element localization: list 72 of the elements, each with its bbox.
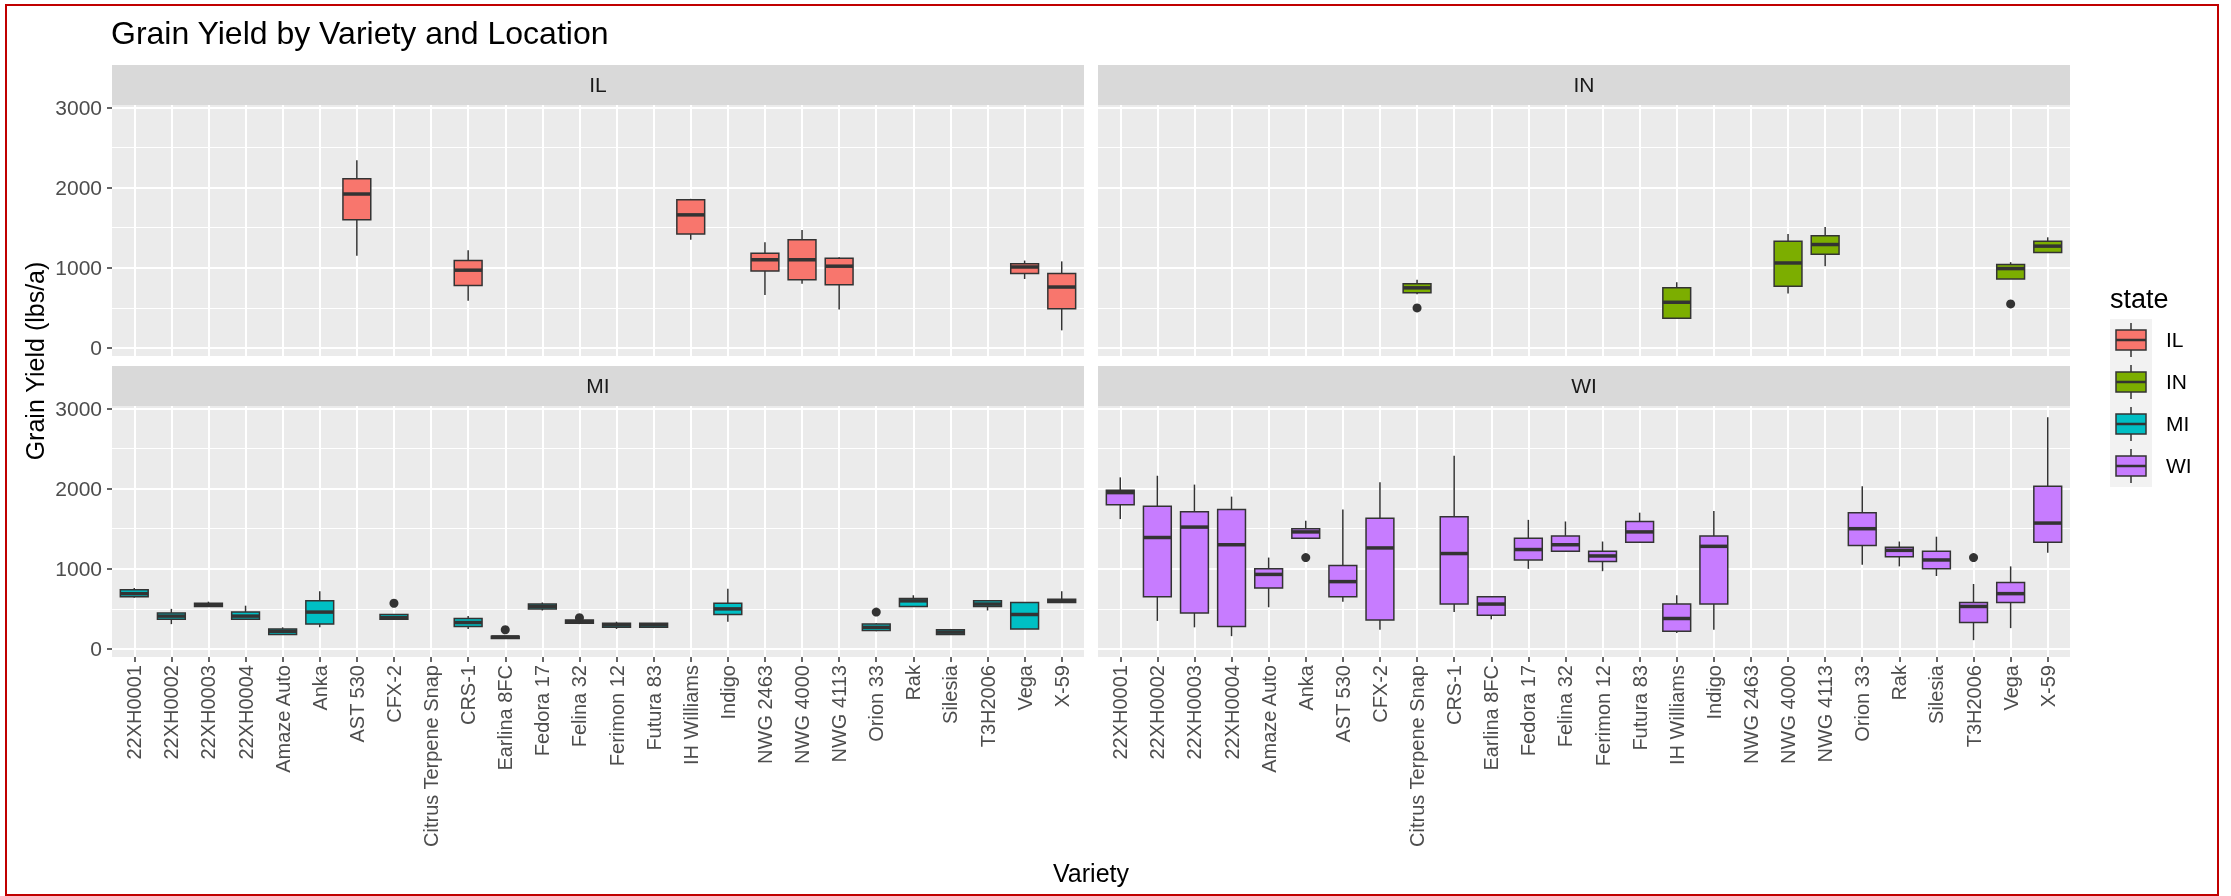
x-tick-label: 22XH0004 [1220,665,1243,760]
chart-subtitle: IL [112,65,1084,105]
x-tick-label: CFX-2 [382,665,405,723]
x-tick-label: Citrus Terpene Snap [1406,665,1429,847]
legend-label: IL [2166,327,2184,353]
x-axis-title: Variety [1053,858,1129,888]
x-tick-label: X-59 [1050,665,1073,708]
x-tick-label: IH Williams [1665,665,1688,765]
x-tick-label: Orion 33 [1851,665,1874,742]
x-tick-label: CFX-2 [1368,665,1391,723]
x-tick-label: Earlina 8FC [494,665,517,771]
x-tick-label: NWG 2463 [753,665,776,764]
x-tick-label: Orion 33 [865,665,888,742]
x-tick-label: Vega [1999,664,2022,711]
x-tick-label: Citrus Terpene Snap [420,665,443,847]
x-tick-label: 22XH0003 [197,665,220,760]
x-tick-label: Silesia [1925,664,1948,724]
x-tick-label: Anka [308,664,331,711]
x-tick-label: NWG 4000 [791,665,814,764]
chart-subtitle: MI [112,366,1084,406]
x-tick-label: Silesia [939,664,962,724]
x-tick-label: Earlina 8FC [1480,665,1503,771]
x-tick-label: CRS-1 [1443,665,1466,726]
legend-label: MI [2166,411,2190,437]
x-tick-label: Futura 83 [642,665,665,751]
x-tick-label: Fedora 17 [1517,665,1540,757]
x-tick-label: Futura 83 [1628,665,1651,751]
x-tick-label: Ferimon 12 [605,665,628,767]
x-tick-label: 22XH0002 [160,665,183,760]
x-tick-label: Anka [1294,664,1317,711]
x-tick-label: NWG 2463 [1739,665,1762,764]
chart-subtitle: IN [1098,65,2070,105]
x-tick-label: Indigo [716,665,739,720]
x-tick-label: T3H2006 [1962,665,1985,748]
legend-title: state [2110,283,2169,316]
x-tick-label: Rak [1888,664,1911,701]
x-tick-label: Indigo [1702,665,1725,720]
x-tick-label: Amaze Auto [271,665,294,773]
y-axis-title: Grain Yield (lbs/a) [20,261,50,461]
x-tick-label: 22XH0002 [1146,665,1169,760]
x-tick-label: NWG 4113 [828,665,851,763]
x-tick-label: Felina 32 [1554,665,1577,748]
x-tick-label: NWG 4000 [1777,665,1800,764]
x-tick-label: Rak [902,664,925,701]
x-tick-label: CRS-1 [457,665,480,726]
y-tick-label: 0 [90,336,102,360]
x-tick-label: 22XH0004 [234,665,257,760]
x-tick-label: Vega [1013,664,1036,711]
x-tick-label: Fedora 17 [531,665,554,757]
x-tick-label: IH Williams [679,665,702,765]
x-tick-label: NWG 4113 [1814,665,1837,763]
x-tick-label: T3H2006 [976,665,999,748]
x-tick-label: AST 530 [1331,665,1354,743]
x-tick-label: X-59 [2036,665,2059,708]
x-tick-label: AST 530 [345,665,368,743]
legend-label: IN [2166,369,2187,395]
x-tick-label: Ferimon 12 [1591,665,1614,767]
y-tick-label: 1000 [55,256,102,280]
x-tick-label: Felina 32 [568,665,591,748]
chart-title: Grain Yield by Variety and Location [111,14,609,52]
legend-label: WI [2166,453,2192,479]
chart-subtitle: WI [1098,366,2070,406]
x-tick-label: Amaze Auto [1257,665,1280,773]
x-tick-label: 22XH0003 [1183,665,1206,760]
y-tick-label: 3000 [55,396,102,420]
y-tick-label: 0 [90,637,102,661]
y-tick-label: 3000 [55,95,102,119]
y-tick-label: 2000 [55,477,102,501]
x-tick-label: 22XH0001 [1109,665,1132,760]
y-tick-label: 2000 [55,176,102,200]
x-tick-label: 22XH0001 [123,665,146,760]
y-tick-label: 1000 [55,557,102,581]
